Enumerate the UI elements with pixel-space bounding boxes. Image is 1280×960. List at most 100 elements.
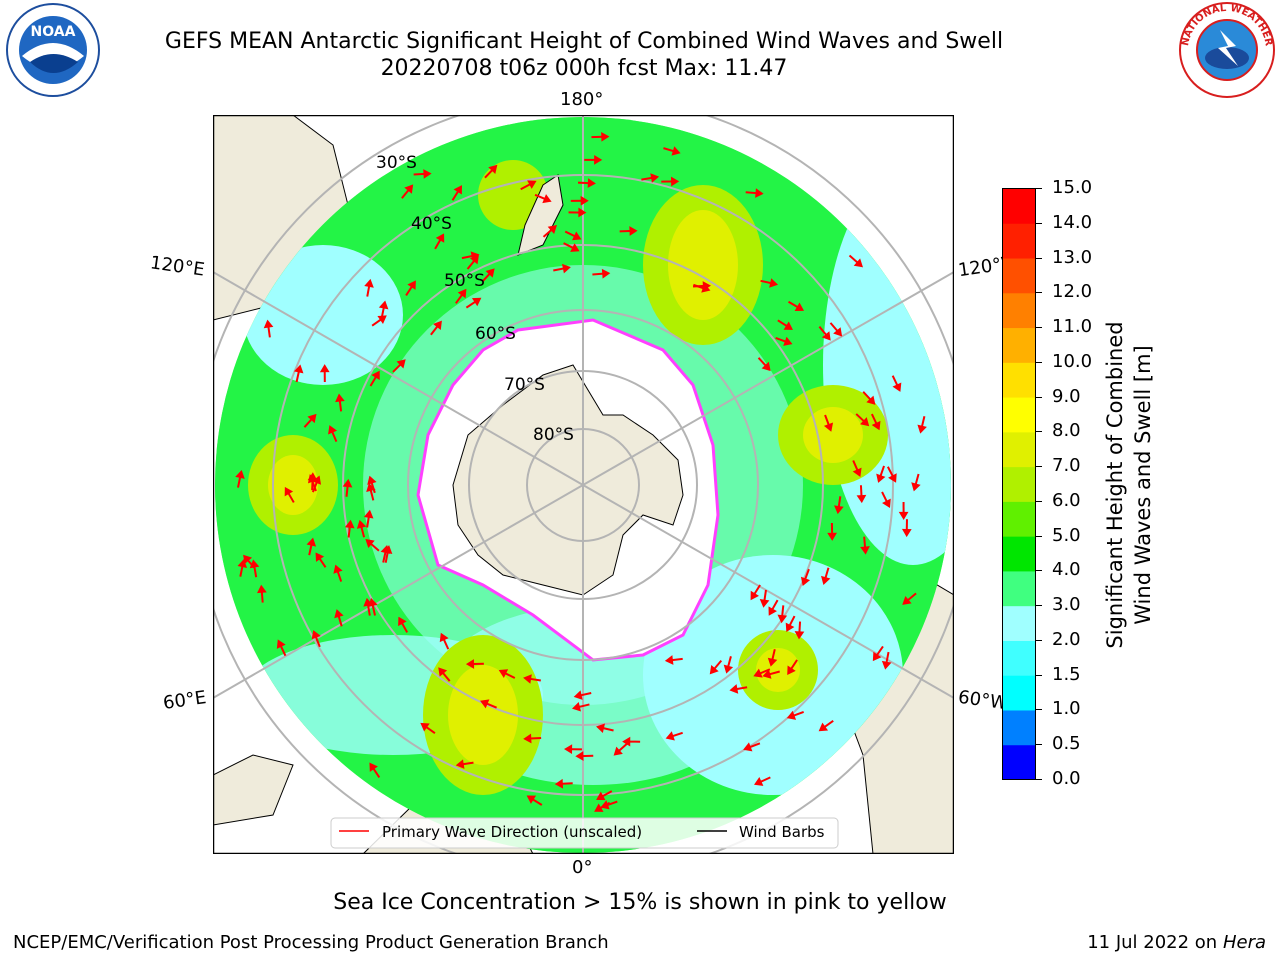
wave-arrow-head <box>453 185 462 195</box>
wave-arrow-head <box>378 300 389 310</box>
colorbar-tick-label: 5.0 <box>1052 524 1081 546</box>
wave-arrow-head <box>794 302 805 311</box>
colorbar-tick-label: 3.0 <box>1052 594 1081 616</box>
noaa-logo-icon: NOAA <box>6 3 100 97</box>
wave-arrow-head <box>777 614 788 624</box>
wave-arrow-head <box>306 537 317 547</box>
colorbar-tick-mark <box>1036 500 1042 502</box>
wave-arrow-head <box>542 194 552 204</box>
wave-arrow-head <box>823 422 834 432</box>
wave-arrow-head <box>319 364 330 373</box>
wave-arrow-head <box>485 268 495 278</box>
wave-arrow-head <box>853 258 864 268</box>
wave-arrow-head <box>342 478 353 488</box>
colorbar-tick-mark <box>1036 466 1042 468</box>
colorbar-segment <box>1002 292 1036 329</box>
colorbar-tick-mark <box>1036 535 1042 537</box>
wave-arrow-head <box>382 545 393 554</box>
wave-arrow-head <box>363 597 373 607</box>
colorbar-tick-mark <box>1036 639 1042 641</box>
wave-arrow-head <box>480 699 490 709</box>
colorbar-tick-mark <box>1036 605 1042 607</box>
colorbar-segment <box>1002 466 1036 502</box>
colorbar-segment <box>1002 431 1036 468</box>
lat-label-70s: 70°S <box>504 375 545 395</box>
wave-arrow-head <box>671 176 680 187</box>
wave-arrow-head <box>564 744 573 755</box>
wave-arrow-head <box>344 519 355 529</box>
colorbar-segment <box>1002 709 1036 746</box>
wave-arrow-head <box>570 243 580 252</box>
wave-arrow-head <box>523 674 532 684</box>
wave-arrow-head <box>235 469 245 479</box>
colorbar-label: Significant Height of Combined Wind Wave… <box>1103 321 1155 648</box>
wave-arrow-head <box>871 420 881 431</box>
wave-arrow-head <box>573 690 583 700</box>
wave-arrow-head <box>787 665 796 675</box>
colorbar-tick-label: 2.0 <box>1052 628 1081 650</box>
colorbar-tick-label: 15.0 <box>1052 177 1093 198</box>
wave-arrow-head <box>335 393 345 403</box>
lon-label-180: 180° <box>560 89 604 110</box>
colorbar-tick-label: 7.0 <box>1052 455 1081 477</box>
wave-arrow-head <box>762 669 772 679</box>
wave-arrow-head <box>729 684 739 694</box>
colorbar-segment <box>1002 605 1036 641</box>
wave-arrow-head <box>594 155 603 165</box>
colorbar-segment <box>1002 188 1036 224</box>
chart-title: GEFS MEAN Antarctic Significant Height o… <box>164 29 1004 54</box>
wave-arrow-head <box>498 669 509 679</box>
wave-arrow-head <box>407 280 416 290</box>
wave-arrow-head <box>307 472 318 481</box>
wave-arrow-head <box>827 532 837 541</box>
wave-arrow-head <box>488 164 498 174</box>
wave-arrow-head <box>439 632 449 643</box>
wave-arrow-head <box>709 665 719 675</box>
wave-arrow-head <box>364 278 374 288</box>
wave-arrow-head <box>761 361 771 372</box>
wave-arrow-head <box>366 483 376 493</box>
wave-arrow-head <box>911 482 921 492</box>
wave-arrow-head <box>523 733 532 744</box>
wave-arrow-head <box>613 746 623 756</box>
wave-arrow-head <box>307 413 317 424</box>
nws-logo-icon: NATIONAL WEATHER SERVICE <box>1174 0 1275 98</box>
wave-arrow-head <box>786 710 797 720</box>
wave-arrow-head <box>404 184 414 194</box>
wave-arrow-head <box>293 364 304 374</box>
wave-arrow-head <box>622 736 631 747</box>
wave-arrow-head <box>750 590 759 601</box>
colorbar-tick-label: 4.0 <box>1052 559 1081 581</box>
wave-arrow-head <box>257 584 267 594</box>
lat-label-80s: 80°S <box>533 425 574 445</box>
wave-arrow-head <box>601 131 610 142</box>
lat-label-40s: 40°S <box>411 214 452 234</box>
wave-arrow-head <box>821 331 831 341</box>
lon-label-60e: 60°E <box>161 687 208 714</box>
chart-subtitle: 20220708 t06z 000h fcst Max: 11.47 <box>380 56 788 81</box>
wave-arrow-head <box>580 195 589 206</box>
wave-arrow-head <box>898 511 909 520</box>
wave-arrow-head <box>594 803 604 812</box>
lon-label-120e: 120°E <box>148 252 206 281</box>
wave-arrow-head <box>334 609 344 619</box>
wave-arrow-head <box>470 251 480 261</box>
wave-arrow-head <box>365 539 375 548</box>
wave-arrow-head <box>768 606 777 616</box>
sea-ice-note: Sea Ice Concentration > 15% is shown in … <box>333 890 947 915</box>
wave-arrow-head <box>834 505 844 515</box>
wave-arrow-head <box>743 742 753 752</box>
colorbar-tick-mark <box>1036 361 1042 363</box>
wave-arrow-head <box>367 475 377 485</box>
wave-arrow-head <box>420 722 430 732</box>
wave-arrow-head <box>892 382 902 392</box>
colorbar-tick-label: 8.0 <box>1052 420 1081 442</box>
svg-text:NOAA: NOAA <box>31 24 76 40</box>
wave-arrow-head <box>423 169 432 179</box>
colorbar-segment <box>1002 397 1036 433</box>
wave-arrow-head <box>554 778 564 789</box>
wave-arrow-head <box>575 751 584 761</box>
wave-arrow-head <box>547 225 557 235</box>
wave-arrow-head <box>856 494 867 504</box>
wave-arrow-head <box>596 791 606 801</box>
